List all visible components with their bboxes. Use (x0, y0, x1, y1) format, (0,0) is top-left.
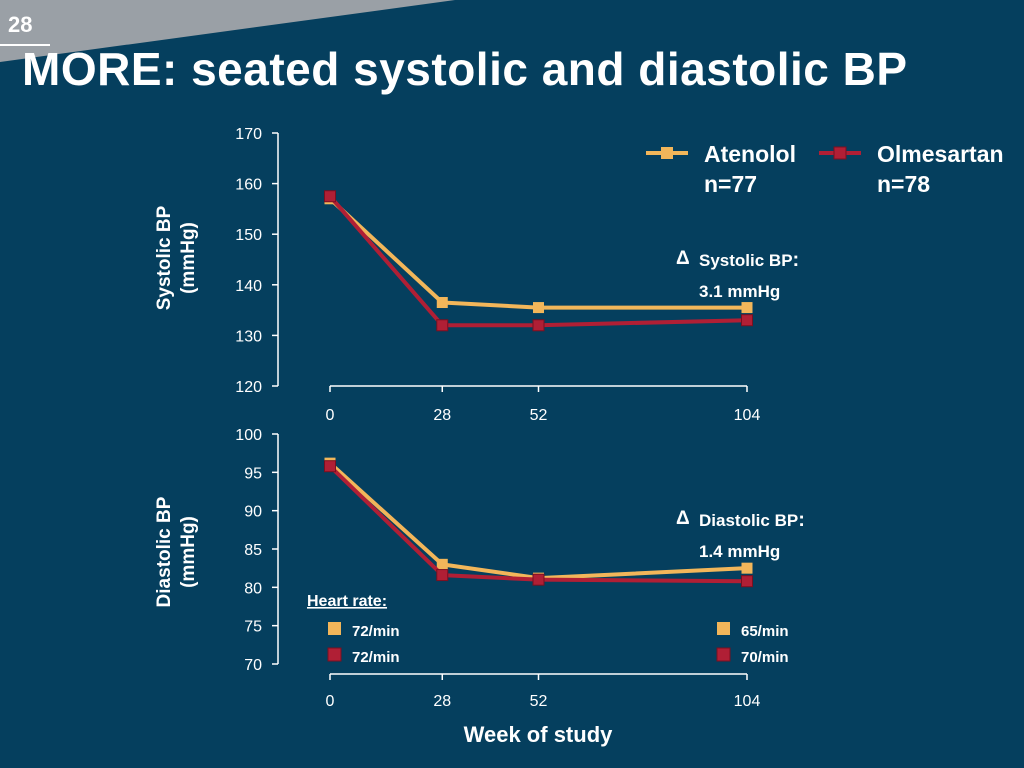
panel2-y-tick-label: 90 (244, 504, 262, 521)
heart-rate-week104-olmesartan-marker (716, 647, 731, 662)
panel1-delta-label: Systolic BP: (699, 249, 799, 271)
panel2-y-tick-label: 75 (244, 619, 262, 636)
panel2-olmesartan-point (324, 460, 336, 473)
panel2-x-tick-label: 52 (530, 693, 548, 710)
panel1-x-tick-label: 52 (530, 407, 548, 424)
heart-rate-baseline-olmesartan-value: 72/min (352, 649, 400, 666)
panel1-delta-colon: : (793, 249, 800, 271)
legend-olmesartan-name: Olmesartan (877, 141, 1004, 167)
legend-atenolol-marker (661, 147, 673, 159)
panel1-atenolol-point (533, 302, 544, 314)
slide-number: 28 (8, 12, 33, 37)
panel1-olmesartan-point (324, 190, 336, 203)
panel2-atenolol-line (328, 461, 748, 581)
panel2-olmesartan-line (328, 464, 748, 584)
panel1-olmesartan-point (741, 314, 753, 327)
heart-rate-baseline-atenolol-value: 72/min (352, 623, 400, 640)
panel2-y-tick-label: 80 (244, 580, 262, 597)
heart-rate-week104-atenolol-value: 65/min (741, 623, 789, 640)
panel2-y-tick-label: 85 (244, 542, 262, 559)
legend-olmesartan-n: n=78 (877, 171, 930, 197)
x-axis-label: Week of study (464, 722, 614, 747)
panel2-x-tick-label: 104 (734, 693, 761, 710)
panel2-olmesartan-point (436, 569, 449, 582)
legend-atenolol-n: n=77 (704, 171, 757, 197)
panel1-delta-value: 3.1 mmHg (699, 282, 780, 301)
slide-number-rule (0, 44, 50, 46)
panel1-olmesartan-point (436, 319, 449, 332)
panel1-y-tick-label: 170 (235, 126, 262, 143)
panel1-x-tick-label: 104 (734, 407, 761, 424)
panel1-y-axis-label-line2: (mmHg) (178, 222, 199, 294)
panel2-olmesartan-point (532, 573, 545, 586)
panel2-olmesartan-point (741, 575, 753, 588)
heart-rate-baseline-atenolol-marker (328, 622, 341, 635)
heart-rate-week104-olmesartan-value: 70/min (741, 649, 789, 666)
panel2-delta-value: 1.4 mmHg (699, 542, 780, 561)
panel2-delta-colon: : (798, 509, 805, 531)
panel1-y-tick-label: 130 (235, 328, 262, 345)
panel2-y-axis-label-line1: Diastolic BP (154, 496, 175, 607)
panel1-atenolol-line (328, 197, 747, 310)
panel1-x-tick-label: 28 (433, 407, 451, 424)
panel1-atenolol-point (741, 302, 753, 314)
panel2-y-tick-label: 70 (244, 657, 262, 674)
panel1-olmesartan-line (328, 194, 748, 328)
panel1-atenolol-point (436, 297, 448, 309)
panel1-y-tick-label: 120 (235, 379, 262, 396)
panel2-atenolol-point (436, 558, 448, 570)
panel1-olmesartan-point (532, 319, 545, 332)
corner-wedge-decoration (0, 0, 455, 62)
slide-title: MORE: seated systolic and diastolic BP (22, 43, 908, 95)
panel1-y-tick-label: 160 (235, 177, 262, 194)
panel1-y-axis-label-line1: Systolic BP (154, 205, 175, 310)
heart-rate-title: Heart rate: (307, 593, 387, 610)
panel2-y-tick-label: 95 (244, 465, 262, 482)
panel2-x-tick-label: 0 (326, 693, 335, 710)
panel2-x-tick-label: 28 (433, 693, 451, 710)
heart-rate-week104-atenolol-marker (717, 622, 730, 635)
panel1-x-tick-label: 0 (326, 407, 335, 424)
panel1-y-tick-label: 150 (235, 227, 262, 244)
legend-atenolol-name: Atenolol (704, 141, 796, 167)
panel2-y-axis-label-line2: (mmHg) (178, 516, 199, 588)
panel1-delta-symbol: Δ (676, 248, 690, 269)
panel2-y-axis-label: Diastolic BP (mmHg) (154, 496, 199, 607)
panel1-y-tick-label: 140 (235, 278, 262, 295)
heart-rate-baseline-olmesartan-marker (327, 647, 342, 662)
panel2-y-tick-label: 100 (235, 427, 262, 444)
panel2-delta-label: Diastolic BP: (699, 509, 805, 531)
panel2-atenolol-point (741, 562, 753, 574)
panel1-y-axis-label: Systolic BP (mmHg) (154, 205, 199, 310)
panel2-delta-symbol: Δ (676, 508, 690, 529)
legend-olmesartan-marker (833, 146, 847, 160)
